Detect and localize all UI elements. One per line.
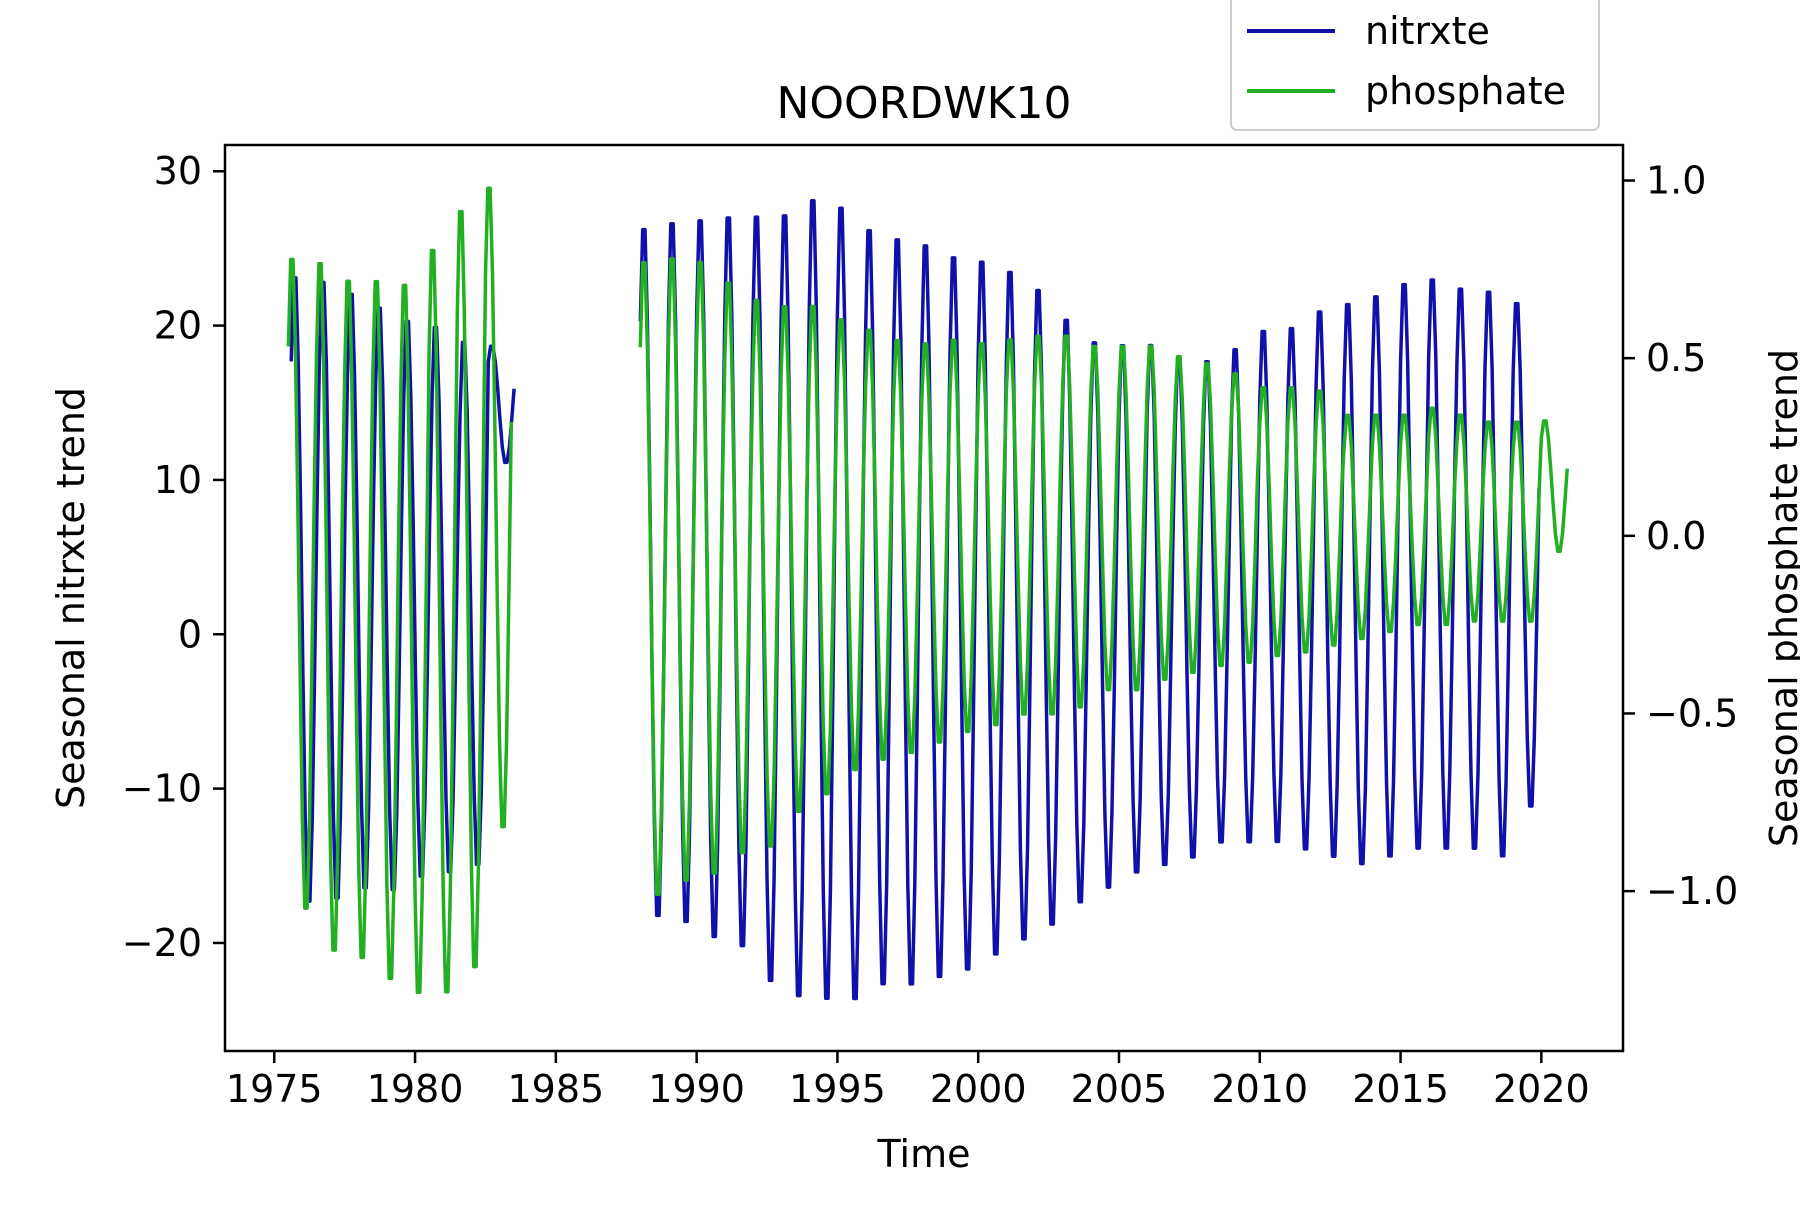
x-tick-label: 1980: [367, 1067, 464, 1111]
y-right-tick-label: 1.0: [1646, 159, 1706, 203]
y-left-tick-label: 10: [154, 458, 202, 502]
x-tick-label: 1975: [226, 1067, 323, 1111]
legend-label-nitrxte: nitrxte: [1365, 9, 1490, 53]
y-axis-right-title: Seasonal phosphate trend: [1762, 349, 1800, 847]
x-tick-label: 1990: [648, 1067, 745, 1111]
y-axis-right: −1.0 −0.5 0.0 0.5 1.0: [1623, 159, 1738, 913]
y-right-tick-label: −1.0: [1646, 869, 1738, 913]
x-axis-title: Time: [877, 1132, 971, 1176]
legend-label-phosphate: phosphate: [1365, 69, 1566, 113]
x-axis: 1975 1980 1985 1990 1995 2000 2005 2010 2015 2020: [226, 1051, 1590, 1111]
y-axis-left-title: Seasonal nitrxte trend: [49, 387, 93, 809]
x-tick-label: 2010: [1211, 1067, 1308, 1111]
legend: nitrxte phosphate: [1230, 0, 1600, 131]
x-tick-label: 2005: [1071, 1067, 1168, 1111]
x-tick-label: 2020: [1493, 1067, 1590, 1111]
y-left-tick-label: 20: [154, 304, 202, 348]
y-right-tick-label: 0.5: [1646, 336, 1706, 380]
y-left-tick-label: −10: [122, 767, 202, 811]
plot-frame: [223, 143, 1625, 1053]
y-right-tick-label: 0.0: [1646, 514, 1706, 558]
x-tick-label: 1985: [507, 1067, 604, 1111]
x-tick-label: 2015: [1352, 1067, 1449, 1111]
series-line-phosphate-segment-1: [638, 257, 1569, 896]
x-tick-label: 2000: [930, 1067, 1027, 1111]
y-axis-left: −20 −10 0 10 20 30: [122, 149, 225, 965]
series-layer: [286, 186, 1569, 1001]
chart-title: NOORDWK10: [777, 78, 1072, 129]
x-tick-label: 1995: [789, 1067, 886, 1111]
y-left-tick-label: 0: [178, 612, 202, 656]
y-left-tick-label: −20: [122, 921, 202, 965]
y-right-tick-label: −0.5: [1646, 691, 1738, 735]
y-left-tick-label: 30: [154, 149, 202, 193]
plot-area: [223, 143, 1625, 1053]
series-line-phosphate-segment-0: [286, 186, 514, 995]
